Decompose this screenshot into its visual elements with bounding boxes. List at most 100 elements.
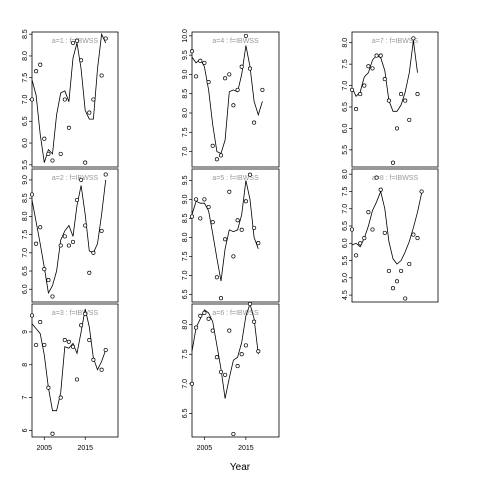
panel-6: a=6 : f=IBWSS 6.5 7.0 7.5 8.0 2005 2015 xyxy=(182,301,280,452)
panel-5-frame xyxy=(191,168,280,303)
panel-4-point-15 xyxy=(252,120,257,125)
panel-6-xtick-label-0: 2005 xyxy=(197,445,213,452)
x-axis-title: Year xyxy=(230,462,251,473)
panel-5-point-8 xyxy=(223,237,228,242)
panel-3-point-13 xyxy=(87,338,92,343)
panel-5-point-10 xyxy=(231,254,236,259)
panel-3-label: a=3 : f=IBWSS xyxy=(52,310,99,317)
panel-6-point-10 xyxy=(231,431,236,437)
panel-5-ytick-label-3: 8.0 xyxy=(182,232,189,242)
panel-7: a=7 : f=IBWSS 5.5 6.0 6.5 7.0 7.5 8.0 xyxy=(342,31,439,168)
panel-3-point-11 xyxy=(79,323,84,328)
panel-2-point-5 xyxy=(50,294,55,299)
panel-2-ytick-label-5: 8.5 xyxy=(22,193,29,203)
panel-2-point-12 xyxy=(83,223,88,228)
panel-1-ytick-label-5: 8.0 xyxy=(22,51,29,61)
panel-3-xtick-label-0: 2005 xyxy=(36,445,52,452)
panel-4-point-9 xyxy=(227,72,232,77)
panel-3-xtick-label-1: 2015 xyxy=(77,445,93,452)
panel-6-point-8 xyxy=(223,372,228,377)
panel-6-point-7 xyxy=(218,369,224,375)
panel-8-point-1 xyxy=(354,253,359,258)
panel-3-point-9 xyxy=(70,344,76,349)
panel-8-point-17 xyxy=(419,189,424,194)
panel-1-ytick-label-0: 5.5 xyxy=(22,160,29,170)
panel-8-ytick-label-3: 6.0 xyxy=(342,238,349,248)
panel-1-smooth-line xyxy=(31,32,107,163)
panel-7-point-14 xyxy=(407,117,412,122)
panel-2-point-7 xyxy=(62,234,67,239)
panel-6-point-9 xyxy=(227,328,232,333)
panel-5-smooth-line xyxy=(191,180,259,282)
panel-3-point-10 xyxy=(74,377,80,382)
panel-3-ytick-label-2: 8 xyxy=(22,363,29,367)
panel-5-point-3 xyxy=(202,197,207,202)
panel-3-point-1 xyxy=(34,342,39,348)
panel-5-point-0 xyxy=(189,214,195,219)
panel-4-point-11 xyxy=(235,87,240,92)
panel-8-point-15 xyxy=(411,232,416,237)
panel-5-ytick-label-6: 9.5 xyxy=(182,175,189,185)
panel-5-ytick-label-4: 8.5 xyxy=(182,213,189,223)
panel-7-label: a=7 : f=IBWSS xyxy=(372,38,419,45)
panel-6-point-4 xyxy=(206,316,211,321)
panel-6-point-2 xyxy=(198,313,203,318)
panel-5-point-12 xyxy=(239,227,244,232)
panel-2-ytick-label-2: 7.0 xyxy=(22,248,29,258)
panel-2-point-11 xyxy=(79,177,84,182)
panel-4-point-8 xyxy=(223,76,228,81)
panel-2-point-1 xyxy=(34,241,39,246)
panel-2-ytick-label-1: 6.5 xyxy=(22,266,29,276)
panel-5-ytick-label-0: 6.5 xyxy=(182,289,189,299)
panel-8-point-3 xyxy=(362,236,367,241)
panel-2-point-16 xyxy=(103,172,108,177)
panel-5-point-15 xyxy=(252,225,257,230)
panel-6-point-1 xyxy=(194,325,199,330)
panel-4-ytick-label-1: 7.5 xyxy=(182,127,189,137)
panel-1-point-16 xyxy=(103,36,108,41)
panel-2-label: a=2 : f=IBWSS xyxy=(52,175,99,182)
panel-8-point-12 xyxy=(399,268,404,273)
panel-1-ytick-label-3: 7.0 xyxy=(22,95,29,105)
panel-1-point-2 xyxy=(38,62,43,67)
panel-7-point-1 xyxy=(354,107,359,112)
panel-4-point-4 xyxy=(206,80,211,85)
panel-5-point-5 xyxy=(210,220,215,225)
panel-5-point-7 xyxy=(218,296,224,301)
panel-3: a=3 : f=IBWSS 6 7 8 9 2005 2015 xyxy=(22,303,119,452)
panel-4-label: a=4 : f=IBWSS xyxy=(212,38,259,45)
panel-8-point-6 xyxy=(374,175,379,180)
panel-1-ytick-label-4: 7.5 xyxy=(22,73,29,83)
panel-3-point-12 xyxy=(83,311,88,316)
panel-2-point-2 xyxy=(38,225,43,230)
panel-4-point-6 xyxy=(214,157,219,162)
panel-2-point-3 xyxy=(42,267,47,272)
panel-6-point-11 xyxy=(235,364,240,369)
panel-7-point-15 xyxy=(411,36,416,41)
panel-3-point-2 xyxy=(38,320,43,325)
panel-7-ytick-label-4: 7.5 xyxy=(342,59,349,69)
panel-6-point-3 xyxy=(202,310,207,315)
panel-1-ytick-label-6: 8.5 xyxy=(22,29,29,39)
panel-7-point-3 xyxy=(362,83,367,88)
panel-2-point-0 xyxy=(29,192,35,197)
panel-8-point-5 xyxy=(370,227,375,232)
panel-7-frame xyxy=(351,31,439,168)
panel-1-point-6 xyxy=(58,151,63,156)
panel-8-ytick-label-2: 5.5 xyxy=(342,256,349,266)
panel-4-point-12 xyxy=(239,64,244,69)
panel-8-point-9 xyxy=(386,268,391,273)
panel-6-point-15 xyxy=(252,319,257,324)
panel-7-point-11 xyxy=(394,126,400,131)
panel-4-smooth-line xyxy=(191,45,263,155)
panel-5: a=5 : f=IBWSS 6.5 7.0 7.5 8.0 8.5 9.0 9.5 xyxy=(182,168,280,303)
panel-4-ytick-label-2: 8.0 xyxy=(182,108,189,118)
panel-1-point-14 xyxy=(91,97,96,102)
panel-3-ytick-label-0: 6 xyxy=(22,428,29,432)
panel-3-ytick-label-3: 9 xyxy=(22,330,29,334)
panel-5-ytick-label-1: 7.0 xyxy=(182,270,189,280)
panel-7-point-12 xyxy=(399,92,404,97)
panel-5-point-14 xyxy=(247,172,253,177)
panel-2-point-13 xyxy=(87,270,92,275)
